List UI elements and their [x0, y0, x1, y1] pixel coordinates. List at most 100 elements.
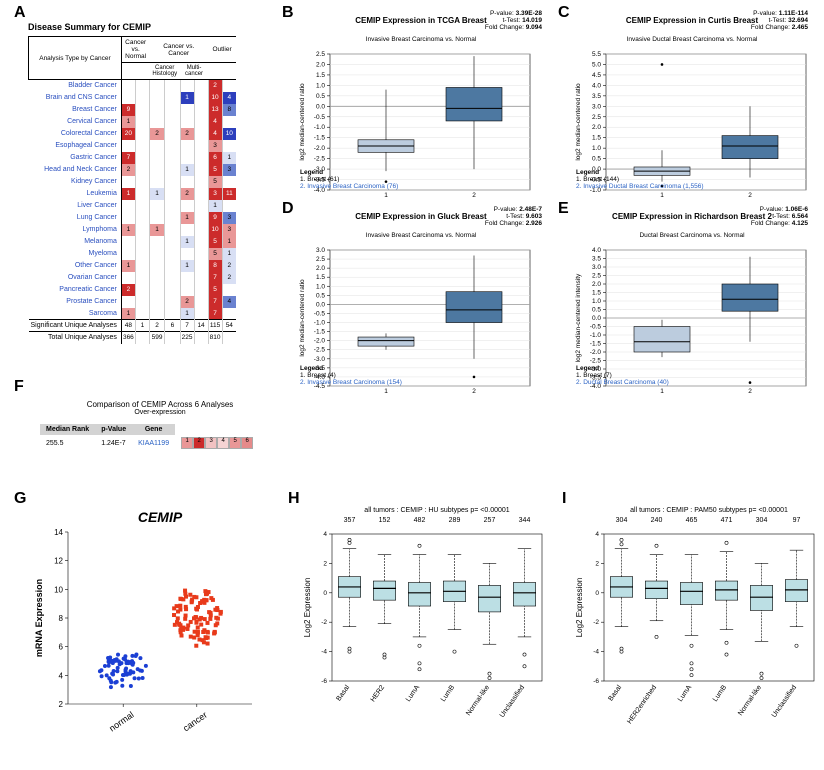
svg-text:2.0: 2.0 — [316, 61, 325, 68]
svg-text:304: 304 — [616, 517, 628, 524]
svg-text:normal: normal — [107, 710, 135, 734]
svg-text:3.0: 3.0 — [592, 264, 601, 271]
svg-text:2.0: 2.0 — [592, 124, 601, 131]
svg-text:HER2enriched: HER2enriched — [626, 684, 658, 725]
panel-e-label: E — [558, 200, 569, 218]
panel-d: CEMIP Expression in Gluck BreastInvasive… — [296, 206, 546, 386]
svg-text:-1.5: -1.5 — [590, 341, 602, 348]
svg-text:465: 465 — [686, 517, 698, 524]
svg-text:-2.5: -2.5 — [314, 156, 326, 163]
svg-text:log2 median-centered intensity: log2 median-centered intensity — [575, 273, 582, 362]
svg-text:8: 8 — [59, 614, 64, 623]
svg-text:3.5: 3.5 — [592, 256, 601, 263]
svg-text:357: 357 — [344, 517, 356, 524]
svg-text:2.5: 2.5 — [316, 51, 325, 58]
svg-text:1.0: 1.0 — [316, 82, 325, 89]
svg-text:471: 471 — [721, 517, 733, 524]
svg-text:-2.5: -2.5 — [590, 358, 602, 365]
table-row: Ovarian Cancer72 — [29, 272, 237, 284]
svg-text:Log2 Expression: Log2 Expression — [303, 578, 312, 638]
boxplot-stats: P-value: 1.06E-6t-Test: 6.564Fold Change… — [751, 206, 808, 227]
svg-text:4: 4 — [59, 671, 64, 680]
svg-text:mRNA Expression: mRNA Expression — [34, 579, 44, 657]
svg-text:1: 1 — [384, 388, 388, 394]
svg-text:-6: -6 — [321, 678, 327, 685]
svg-text:4: 4 — [595, 531, 599, 538]
svg-text:482: 482 — [414, 517, 426, 524]
svg-text:2.5: 2.5 — [592, 114, 601, 121]
svg-text:4.0: 4.0 — [592, 82, 601, 89]
table-row: Lymphoma11103 — [29, 224, 237, 236]
svg-text:2.0: 2.0 — [316, 265, 325, 272]
svg-text:152: 152 — [379, 517, 391, 524]
svg-text:2: 2 — [748, 388, 752, 394]
svg-text:304: 304 — [756, 517, 768, 524]
svg-text:97: 97 — [793, 517, 801, 524]
table-row: 255.51.24E-7KIAA1199123456 — [40, 435, 259, 451]
svg-text:Basal: Basal — [607, 684, 623, 703]
table-row: Breast Cancer9138 — [29, 104, 237, 116]
svg-text:10: 10 — [54, 585, 63, 594]
svg-text:2: 2 — [59, 700, 64, 709]
panel-i-label: I — [562, 490, 566, 508]
svg-text:Unclassified: Unclassified — [499, 684, 526, 719]
svg-text:-6: -6 — [593, 678, 599, 685]
boxplot-legend: Legend1. Breast (144)2. Invasive Ductal … — [576, 169, 704, 190]
table-row: Leukemia112311 — [29, 188, 237, 200]
panel-g: CEMIP2468101214mRNA Expressionnormalcanc… — [30, 508, 270, 758]
table-row: Total Unique Analyses366599225810 — [29, 332, 237, 344]
svg-text:-2: -2 — [321, 619, 327, 626]
table-row: Liver Cancer1 — [29, 200, 237, 212]
table-row: Myeloma51 — [29, 248, 237, 260]
svg-text:240: 240 — [651, 517, 663, 524]
svg-text:log2 median-centered ratio: log2 median-centered ratio — [299, 279, 306, 357]
svg-text:1.0: 1.0 — [592, 145, 601, 152]
svg-text:257: 257 — [484, 517, 496, 524]
svg-text:CEMIP: CEMIP — [138, 509, 183, 525]
svg-text:LumA: LumA — [405, 684, 421, 703]
svg-text:1.0: 1.0 — [592, 298, 601, 305]
boxplot-stats: P-value: 3.39E-28t-Test: 14.019Fold Chan… — [485, 10, 542, 31]
svg-text:cancer: cancer — [181, 710, 209, 734]
boxplot-stats: P-value: 1.11E-114t-Test: 32.694Fold Cha… — [751, 10, 808, 31]
svg-text:0: 0 — [323, 590, 327, 597]
svg-text:all tumors : CEMIP : PAM50 sub: all tumors : CEMIP : PAM50 subtypes p= <… — [630, 507, 788, 514]
svg-text:-1.0: -1.0 — [314, 124, 326, 131]
table-row: Significant Unique Analyses4812671411554 — [29, 320, 237, 332]
svg-text:Basal: Basal — [335, 684, 351, 703]
boxplot-subtitle: Ductal Breast Carcinoma vs. Normal — [639, 232, 744, 239]
svg-text:-2: -2 — [593, 619, 599, 626]
svg-text:-0.5: -0.5 — [314, 114, 326, 121]
svg-text:HER2: HER2 — [370, 684, 387, 703]
svg-text:2.5: 2.5 — [316, 256, 325, 263]
boxplot-legend: Legend1. Breast (4)2. Invasive Breast Ca… — [300, 365, 402, 386]
svg-text:2: 2 — [323, 560, 327, 567]
svg-text:0.0: 0.0 — [316, 103, 325, 110]
panel-a-label: A — [14, 4, 26, 22]
svg-text:2.0: 2.0 — [592, 281, 601, 288]
svg-text:-4: -4 — [321, 649, 327, 656]
table-row: Melanoma151 — [29, 236, 237, 248]
svg-text:2: 2 — [472, 192, 476, 198]
panel-c: CEMIP Expression in Curtis BreastInvasiv… — [572, 10, 812, 190]
svg-text:1: 1 — [384, 192, 388, 198]
svg-text:289: 289 — [449, 517, 461, 524]
svg-text:-1.5: -1.5 — [314, 135, 326, 142]
boxplot-subtitle: Invasive Breast Carcinoma vs. Normal — [366, 232, 477, 239]
svg-text:-1.0: -1.0 — [590, 332, 602, 339]
svg-text:0.5: 0.5 — [316, 93, 325, 100]
svg-text:Normal-like: Normal-like — [737, 684, 763, 717]
panel-e: CEMIP Expression in Richardson Breast 2 D… — [572, 206, 812, 386]
svg-text:0.5: 0.5 — [316, 292, 325, 299]
panel-b: CEMIP Expression in TCGA BreastInvasive … — [296, 10, 546, 190]
svg-text:4.0: 4.0 — [592, 247, 601, 254]
boxplot-subtitle: Invasive Ductal Breast Carcinoma vs. Nor… — [627, 36, 758, 43]
svg-text:6: 6 — [59, 643, 64, 652]
svg-text:344: 344 — [519, 517, 531, 524]
table-row: Brain and CNS Cancer1104 — [29, 92, 237, 104]
svg-text:Unclassified: Unclassified — [771, 684, 798, 719]
table-row: Esophageal Cancer3 — [29, 140, 237, 152]
panel-b-label: B — [282, 4, 294, 22]
boxplot-title: CEMIP Expression in Richardson Breast 2 — [612, 212, 772, 221]
svg-text:log2 median-centered ratio: log2 median-centered ratio — [299, 83, 306, 161]
